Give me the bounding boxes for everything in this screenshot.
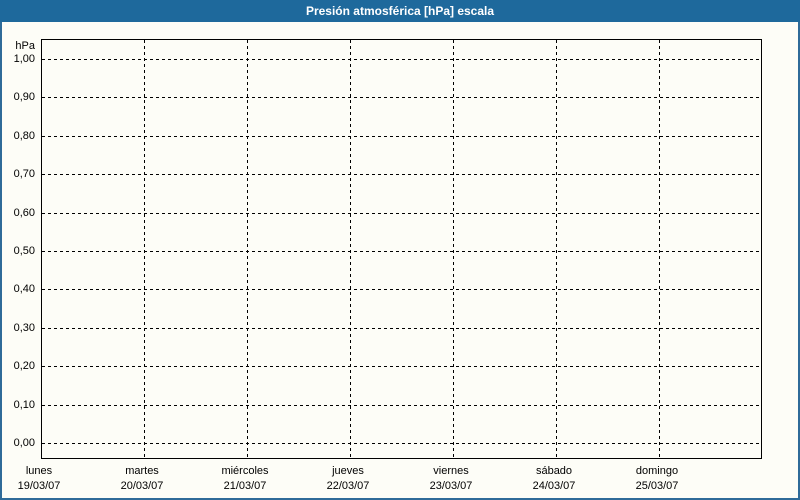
- window-title: Presión atmosférica [hPa] escala: [305, 4, 495, 18]
- x-tick-label: lunes 19/03/07: [0, 464, 99, 494]
- y-tick-label: 0,60: [13, 207, 35, 219]
- y-tick-label: 0,00: [13, 437, 35, 449]
- x-tick-date: 20/03/07: [120, 480, 164, 492]
- y-tick-label: 1,00: [13, 53, 35, 65]
- x-tick-day-name: jueves: [332, 465, 364, 477]
- y-tick-label: 0,40: [13, 283, 35, 295]
- x-tick-label: miércoles 21/03/07: [185, 464, 305, 494]
- x-tick-date: 25/03/07: [635, 480, 679, 492]
- y-tick-label: 0,80: [13, 130, 35, 142]
- x-tick-day-name: martes: [125, 465, 159, 477]
- x-tick-day-name: viernes: [433, 465, 469, 477]
- x-tick-date: 22/03/07: [326, 480, 370, 492]
- y-tick-label: 0,70: [13, 168, 35, 180]
- x-tick-date: 23/03/07: [429, 480, 473, 492]
- x-tick-label: sábado 24/03/07: [494, 464, 614, 494]
- x-tick-day-name: domingo: [635, 465, 679, 477]
- titlebar: Presión atmosférica [hPa] escala: [0, 0, 800, 22]
- x-tick-day-name: sábado: [535, 465, 573, 477]
- y-tick-label: 0,50: [13, 245, 35, 257]
- x-tick-label: jueves 22/03/07: [288, 464, 408, 494]
- x-tick-date: 24/03/07: [532, 480, 576, 492]
- y-axis-unit-label: hPa: [15, 40, 35, 52]
- y-tick-label: 0,20: [13, 360, 35, 372]
- x-tick-label: domingo 25/03/07: [597, 464, 717, 494]
- y-tick-label: 0,30: [13, 322, 35, 334]
- x-tick-label: martes 20/03/07: [82, 464, 202, 494]
- x-tick-day-name: miércoles: [221, 465, 269, 477]
- y-tick-label: 0,90: [13, 91, 35, 103]
- y-tick-label: 0,10: [13, 399, 35, 411]
- x-tick-date: 19/03/07: [17, 480, 61, 492]
- x-tick-date: 21/03/07: [223, 480, 267, 492]
- x-tick-day-name: lunes: [25, 465, 53, 477]
- x-tick-label: viernes 23/03/07: [391, 464, 511, 494]
